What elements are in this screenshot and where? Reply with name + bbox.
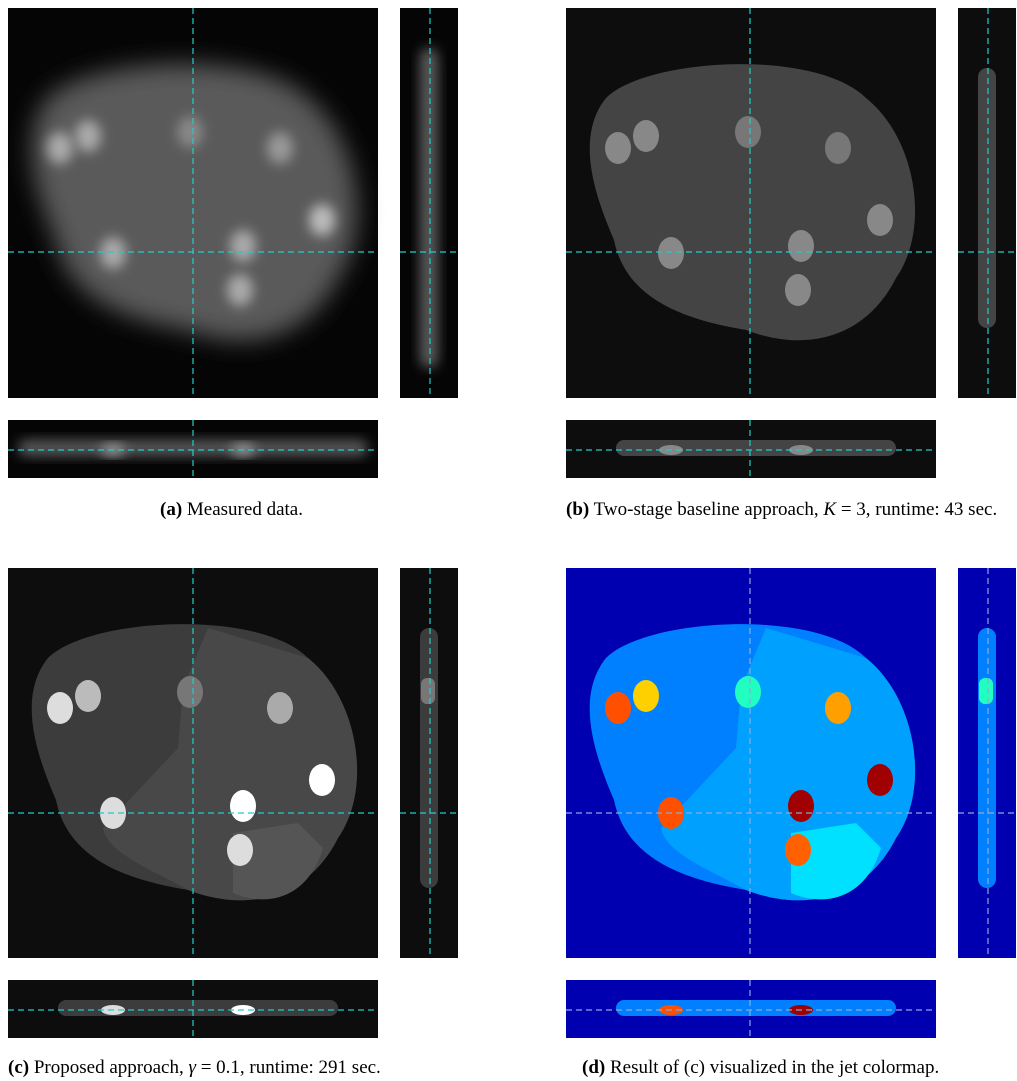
caption-c: (c) Proposed approach, γ = 0.1, runtime:… — [8, 1054, 468, 1081]
bottom-body — [616, 1000, 896, 1016]
bottom-view — [566, 980, 936, 1038]
spot — [633, 680, 659, 712]
side-view — [400, 8, 458, 398]
bottom-view — [8, 980, 378, 1038]
label: (c) — [8, 1057, 29, 1078]
caption-symbol: γ — [188, 1057, 196, 1078]
side-body — [420, 48, 438, 368]
side-view — [958, 8, 1016, 398]
bottom-body — [58, 1000, 338, 1016]
side-body — [978, 628, 996, 888]
caption-symbol: K — [823, 499, 836, 520]
caption-text: Two-stage baseline approach, — [594, 499, 819, 520]
page: {"panels": [ {"label": "(a)", "caption":… — [0, 0, 1017, 1080]
spot — [47, 132, 73, 164]
spot — [825, 692, 851, 724]
side-spot — [979, 678, 993, 704]
bottom-body — [616, 440, 896, 456]
side-body — [420, 628, 438, 888]
spot — [785, 834, 811, 866]
caption-text: Measured data. — [187, 499, 303, 520]
spot — [867, 204, 893, 236]
spot — [735, 676, 761, 708]
spot — [605, 132, 631, 164]
panel-image — [566, 568, 1016, 1038]
spot — [825, 132, 851, 164]
spot — [788, 790, 814, 822]
caption-a: (a) Measured data. — [160, 496, 400, 523]
spot — [177, 116, 203, 148]
bottom-view — [566, 420, 936, 478]
spot — [100, 237, 126, 269]
label: (d) — [582, 1057, 605, 1078]
spot — [230, 790, 256, 822]
spot — [788, 230, 814, 262]
spot — [75, 680, 101, 712]
spot — [177, 676, 203, 708]
panel-image — [8, 568, 458, 1038]
spot — [658, 237, 684, 269]
label: (a) — [160, 499, 182, 520]
spot — [47, 692, 73, 724]
spot — [227, 274, 253, 306]
caption-text: = 0.1, runtime: 291 sec. — [201, 1057, 381, 1078]
spot — [309, 204, 335, 236]
spot — [735, 116, 761, 148]
caption-d: (d) Result of (c) visualized in the jet … — [582, 1054, 1017, 1081]
spot — [227, 834, 253, 866]
panel-image — [8, 8, 458, 478]
panel-image — [566, 8, 1016, 478]
label: (b) — [566, 499, 589, 520]
spot — [267, 692, 293, 724]
spot — [605, 692, 631, 724]
spot — [267, 132, 293, 164]
spot — [633, 120, 659, 152]
spot — [230, 230, 256, 262]
spot — [309, 764, 335, 796]
side-body — [978, 68, 996, 328]
caption-text: = 3, runtime: 43 sec. — [841, 499, 997, 520]
caption-b: (b) Two-stage baseline approach, K = 3, … — [566, 496, 1017, 523]
spot — [75, 120, 101, 152]
side-spot — [421, 678, 435, 704]
spot — [867, 764, 893, 796]
side-view — [958, 568, 1016, 958]
figure — [0, 0, 1017, 1080]
spot — [785, 274, 811, 306]
caption-text: Result of (c) visualized in the jet colo… — [610, 1057, 939, 1078]
bottom-view — [8, 420, 378, 478]
side-view — [400, 568, 458, 958]
caption-text: Proposed approach, — [34, 1057, 184, 1078]
